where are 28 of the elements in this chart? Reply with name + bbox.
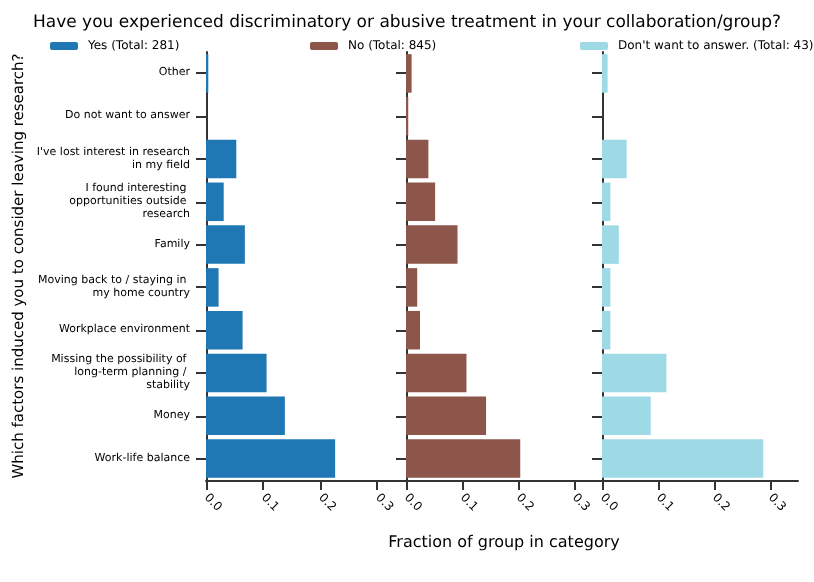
bar xyxy=(602,54,608,93)
x-axis-title: Fraction of group in category xyxy=(388,533,621,551)
bar xyxy=(206,439,336,478)
bar xyxy=(406,225,458,264)
bar xyxy=(602,225,619,264)
bar xyxy=(406,268,418,307)
bar xyxy=(602,268,611,307)
bar xyxy=(206,182,224,222)
bar xyxy=(406,310,420,350)
bar xyxy=(406,396,487,436)
bar xyxy=(406,139,429,179)
bar xyxy=(602,353,667,393)
bar xyxy=(602,139,627,179)
chart-title: Have you experienced discriminatory or abusive treatment in your collaboration/group? xyxy=(33,13,781,33)
bar xyxy=(406,182,436,222)
bar xyxy=(206,353,267,393)
bar xyxy=(406,439,521,478)
bar xyxy=(206,268,219,307)
bar xyxy=(206,396,285,436)
bar xyxy=(206,139,237,179)
bar xyxy=(206,225,245,264)
bar xyxy=(206,310,243,350)
bar xyxy=(602,310,611,350)
bar xyxy=(602,396,651,436)
bar xyxy=(406,54,412,93)
bar xyxy=(406,353,467,393)
bar xyxy=(602,439,764,478)
bar xyxy=(602,182,611,222)
